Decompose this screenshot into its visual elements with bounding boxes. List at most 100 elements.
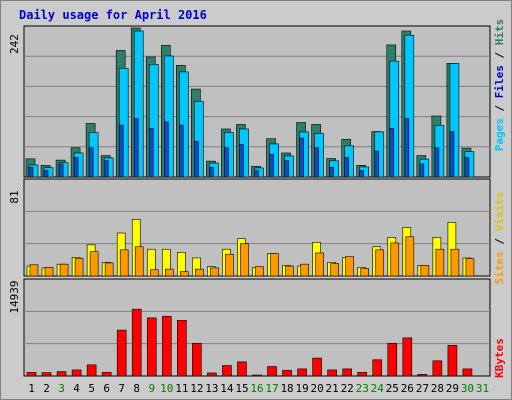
bar-pages-day-20 — [314, 147, 319, 178]
bar-pages-day-5 — [88, 147, 94, 178]
bar-pages-day-2 — [43, 170, 49, 178]
bar-sites-day-24 — [375, 249, 385, 277]
day-label-3: 3 — [58, 382, 65, 395]
day-label-5: 5 — [88, 382, 95, 395]
chart-title: Daily usage for April 2016 — [19, 8, 207, 22]
bar-kbytes-day-6 — [101, 371, 112, 377]
bar-sites-day-13 — [210, 267, 219, 277]
day-label-29: 29 — [446, 382, 459, 395]
bar-pages-day-3 — [58, 163, 64, 178]
bar-sites-day-3 — [59, 263, 69, 277]
bar-pages-day-10 — [163, 121, 169, 178]
bar-pages-day-6 — [103, 160, 109, 178]
day-label-28: 28 — [431, 382, 444, 395]
bar-kbytes-day-17 — [267, 366, 277, 377]
day-label-6: 6 — [103, 382, 110, 395]
bar-sites-day-8 — [134, 246, 144, 277]
day-label-9: 9 — [148, 382, 155, 395]
bar-sites-day-25 — [390, 242, 400, 277]
bar-sites-day-1 — [29, 264, 39, 277]
bar-pages-day-9 — [148, 128, 154, 178]
bar-kbytes-day-29 — [447, 344, 458, 377]
day-label-31: 31 — [476, 382, 489, 395]
bar-pages-day-16 — [254, 170, 259, 178]
bar-sites-day-17 — [270, 253, 279, 277]
legend-2: Sites / Visits — [493, 192, 506, 285]
bar-files-day-29 — [449, 63, 460, 178]
day-label-30: 30 — [461, 382, 474, 395]
day-label-2: 2 — [43, 382, 50, 395]
day-label-7: 7 — [118, 382, 125, 395]
legend-separator: / — [493, 231, 506, 251]
day-label-27: 27 — [416, 382, 429, 395]
bar-kbytes-day-14 — [222, 365, 232, 377]
bar-sites-day-5 — [89, 251, 99, 277]
day-label-22: 22 — [341, 382, 354, 395]
bar-kbytes-day-27 — [417, 374, 428, 377]
bar-kbytes-day-12 — [192, 342, 202, 377]
bar-files-day-9 — [148, 64, 159, 178]
day-label-24: 24 — [371, 382, 385, 395]
bar-kbytes-day-4 — [71, 369, 82, 377]
bar-sites-day-16 — [255, 266, 264, 277]
bar-pages-day-8 — [133, 118, 139, 178]
bar-kbytes-day-25 — [387, 342, 398, 377]
legend-separator: / — [493, 45, 506, 65]
day-label-14: 14 — [220, 382, 234, 395]
bar-sites-day-14 — [225, 253, 234, 277]
bar-sites-day-2 — [44, 266, 54, 277]
legend-entry-kbytes: KBytes — [493, 338, 506, 378]
panel-3 — [23, 278, 491, 377]
day-label-19: 19 — [295, 382, 308, 395]
bar-sites-day-18 — [285, 265, 294, 277]
legend-entry-hits: Hits — [493, 19, 506, 46]
ymax-label-1: 242 — [8, 34, 21, 54]
bar-pages-day-4 — [73, 157, 79, 178]
bar-pages-day-22 — [344, 157, 349, 178]
bar-sites-day-29 — [450, 248, 460, 277]
legend-separator: / — [493, 98, 506, 118]
bar-kbytes-day-13 — [207, 372, 217, 377]
day-label-23: 23 — [356, 382, 369, 395]
bar-files-day-8 — [133, 30, 144, 178]
day-label-17: 17 — [265, 382, 278, 395]
bar-kbytes-day-18 — [282, 369, 292, 377]
bar-kbytes-day-1 — [26, 371, 37, 377]
bar-sites-day-27 — [420, 265, 430, 277]
bar-sites-day-15 — [240, 243, 249, 277]
day-label-11: 11 — [175, 382, 188, 395]
bar-pages-day-25 — [389, 128, 395, 178]
bar-kbytes-day-16 — [252, 374, 262, 377]
day-label-18: 18 — [280, 382, 293, 395]
bar-pages-day-21 — [329, 166, 334, 178]
bar-pages-day-19 — [299, 137, 304, 178]
bar-sites-day-22 — [345, 256, 354, 277]
bar-sites-day-28 — [435, 248, 445, 277]
bar-pages-day-17 — [269, 153, 274, 178]
bar-sites-day-9 — [149, 269, 159, 277]
bar-sites-day-21 — [330, 263, 339, 277]
bar-sites-day-23 — [360, 268, 370, 277]
bar-kbytes-day-15 — [237, 361, 247, 377]
bar-pages-day-24 — [374, 150, 380, 178]
bar-kbytes-day-28 — [432, 360, 443, 377]
bar-sites-day-10 — [164, 268, 174, 277]
bar-pages-day-12 — [194, 141, 199, 178]
bar-pages-day-15 — [239, 144, 244, 178]
day-label-21: 21 — [326, 382, 339, 395]
bar-kbytes-day-9 — [146, 317, 157, 377]
day-label-12: 12 — [190, 382, 203, 395]
bar-sites-day-7 — [119, 249, 129, 277]
bar-sites-day-6 — [104, 262, 114, 277]
bar-files-day-26 — [404, 34, 415, 178]
bar-kbytes-day-7 — [116, 329, 127, 377]
bar-pages-day-23 — [359, 170, 365, 178]
bar-pages-day-11 — [179, 124, 184, 178]
legend-entry-pages: Pages — [493, 118, 506, 151]
bar-pages-day-26 — [404, 118, 410, 178]
bar-files-day-7 — [118, 68, 129, 178]
bar-pages-day-18 — [284, 160, 289, 178]
bar-pages-day-1 — [28, 166, 34, 178]
day-label-26: 26 — [401, 382, 414, 395]
